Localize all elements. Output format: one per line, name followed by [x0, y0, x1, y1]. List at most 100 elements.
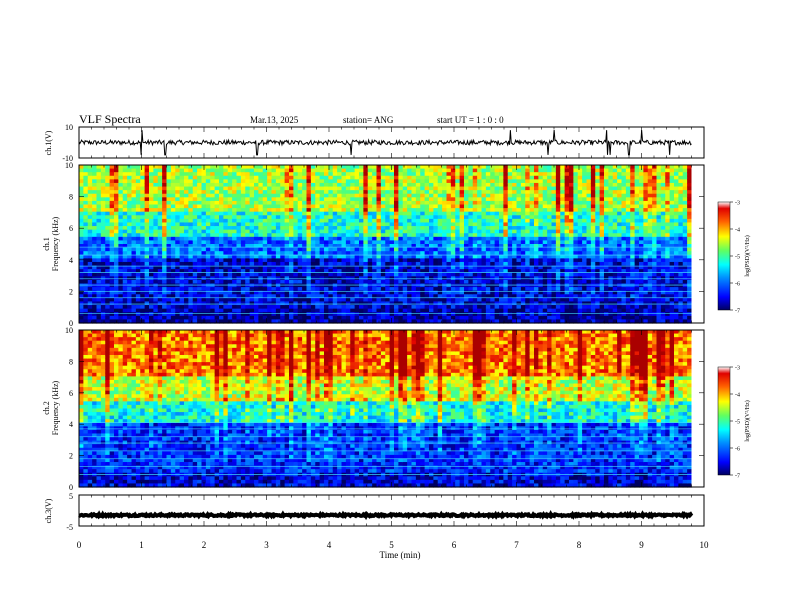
spectrogram-cell	[192, 222, 198, 227]
spectrogram-cell	[149, 182, 154, 188]
spectrogram-cell	[503, 168, 509, 173]
spectrogram-cell	[105, 200, 111, 206]
spectrogram-cell	[271, 168, 277, 173]
spectrogram-cell	[345, 308, 351, 313]
spectrogram-cell	[122, 247, 128, 252]
spectrogram-cell	[363, 172, 369, 177]
spectrogram-cell	[275, 312, 281, 317]
spectrogram-cell	[455, 215, 461, 220]
spectrogram-cell	[87, 290, 93, 295]
spectrogram-cell	[197, 179, 203, 184]
spectrogram-cell	[302, 258, 308, 263]
spectrogram-cell	[520, 240, 526, 245]
spectrogram-cell	[555, 308, 561, 313]
spectrogram-cell	[468, 168, 474, 173]
spectrogram-cell	[398, 315, 404, 321]
spectrogram-cell	[127, 290, 133, 295]
spectrogram-cell	[275, 308, 281, 313]
spectrogram-cell	[494, 240, 500, 245]
spectrogram-cell	[529, 244, 535, 249]
spectrogram-cell	[363, 315, 369, 321]
spectrogram-cell	[394, 297, 399, 303]
spectrogram-cell	[122, 175, 128, 180]
spectrogram-cell	[170, 269, 176, 274]
spectrogram-cell	[481, 319, 487, 324]
spectrogram-cell	[236, 279, 242, 285]
spectrogram-cell	[297, 319, 303, 324]
spectrogram-cell	[341, 258, 347, 263]
spectrogram-cell	[538, 186, 544, 191]
spectrogram-cell	[197, 211, 203, 216]
spectrogram-cell	[315, 215, 321, 220]
spectrogram-cell	[529, 208, 535, 213]
spectrogram-cell	[131, 294, 137, 299]
spectrogram-cell	[319, 251, 325, 256]
spectrogram-cell	[450, 179, 456, 184]
spectrogram-cell	[232, 226, 238, 231]
spectrogram-cell	[131, 308, 137, 313]
spectrogram-cell	[525, 186, 531, 191]
spectrogram-cell	[258, 211, 264, 216]
spectrogram-cell	[144, 294, 150, 299]
spectrogram-cell	[324, 193, 329, 198]
spectrogram-cell	[157, 254, 163, 259]
spectrogram-cell	[100, 265, 106, 270]
spectrogram-cell	[166, 297, 172, 303]
spectrogram-cell	[481, 297, 487, 303]
spectrogram-cell	[254, 182, 259, 188]
spectrogram-cell	[254, 265, 259, 270]
spectrogram-cell	[262, 172, 268, 177]
spectrogram-cell	[109, 215, 115, 220]
spectrogram-cell	[144, 258, 150, 263]
spectrogram-cell	[380, 305, 386, 310]
spectrogram-cell	[464, 301, 469, 306]
spectrogram-cell	[271, 308, 277, 313]
spectrogram-cell	[354, 297, 360, 303]
spectrogram-cell	[100, 261, 106, 267]
spectrogram-cell	[188, 186, 194, 191]
spectrogram-cell	[415, 265, 421, 270]
spectrogram-cell	[289, 290, 294, 295]
spectrogram-cell	[140, 197, 146, 202]
spectrogram-cell	[135, 208, 141, 213]
spectrogram-cell	[96, 240, 102, 245]
spectrogram-cell	[275, 193, 281, 198]
spectrogram-cell	[450, 312, 456, 317]
spectrogram-cell	[249, 215, 255, 220]
spectrogram-cell	[100, 200, 106, 206]
spectrogram-cell	[162, 226, 168, 231]
spectrogram-cell	[127, 175, 133, 180]
spectrogram-cell	[429, 168, 434, 173]
spectrogram-cell	[175, 208, 181, 213]
spectrogram-cell	[271, 251, 277, 256]
spectrogram-cell	[394, 172, 399, 177]
spectrogram-cell	[236, 168, 242, 173]
spectrogram-cell	[262, 233, 268, 238]
spectrogram-cell	[214, 312, 220, 317]
spectrogram-cell	[380, 279, 386, 285]
spectrogram-cell	[79, 244, 84, 249]
spectrogram-cell	[547, 279, 553, 285]
spectrogram-cell	[153, 244, 159, 249]
spectrogram-cell	[507, 218, 513, 224]
spectrogram-cell	[385, 308, 391, 313]
spectrogram-cell	[367, 226, 373, 231]
spectrogram-cell	[516, 200, 522, 206]
spectrogram-cell	[127, 179, 133, 184]
spectrogram-cell	[398, 305, 404, 310]
spectrogram-cell	[490, 175, 496, 180]
spectrogram-cell	[170, 197, 176, 202]
spectrogram-cell	[188, 200, 194, 206]
spectrogram-cell	[184, 301, 189, 306]
spectrogram-cell	[118, 247, 124, 252]
spectrogram-cell	[415, 305, 421, 310]
spectrogram-cell	[442, 283, 448, 288]
spectrogram-cell	[92, 279, 98, 285]
spectrogram-cell	[87, 211, 93, 216]
spectrogram-cell	[520, 168, 526, 173]
spectrogram-cell	[411, 272, 417, 277]
spectrogram-cell	[354, 308, 360, 313]
spectrogram-cell	[170, 301, 176, 306]
spectrogram-cell	[367, 319, 373, 324]
spectrogram-cell	[162, 265, 168, 270]
